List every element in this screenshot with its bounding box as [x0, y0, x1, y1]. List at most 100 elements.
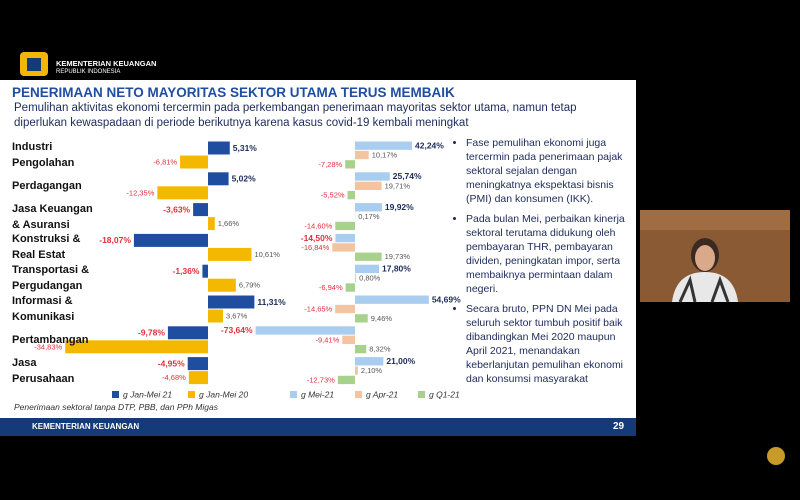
value-label: 10,17% — [372, 150, 398, 159]
footer-text: KEMENTERIAN KEUANGAN — [32, 422, 140, 431]
value-label: 21,00% — [386, 356, 415, 366]
bar — [355, 141, 413, 150]
corner-logo — [767, 447, 785, 465]
org-subtitle: REPUBLIK INDONESIA — [56, 69, 121, 75]
bullet-list: Fase pemulihan ekonomi juga tercermin pa… — [452, 136, 638, 392]
bar — [208, 309, 224, 323]
value-label: -12,73% — [307, 375, 335, 384]
bar — [355, 181, 382, 190]
bar — [355, 357, 384, 366]
category-label: Perdagangan — [12, 179, 82, 192]
bar — [345, 160, 355, 169]
category-label: Jasa Keuangan & Asuransi — [12, 202, 93, 231]
category-label: Pertambangan — [12, 333, 89, 346]
value-label: -1,36% — [172, 266, 199, 276]
bar — [133, 233, 208, 247]
bar — [355, 264, 380, 274]
category-label: Industri Pengolahan — [12, 141, 75, 169]
bar — [157, 186, 208, 200]
value-label: 54,69% — [432, 294, 461, 304]
bar — [355, 344, 367, 354]
slide-title: PENERIMAAN NETO MAYORITAS SEKTOR UTAMA T… — [12, 85, 455, 100]
value-label: 25,74% — [393, 171, 422, 181]
bar — [202, 264, 208, 278]
legend-label: g Jan-Mei 21 — [123, 389, 172, 399]
value-label: -73,64% — [221, 325, 253, 335]
value-label: -14,60% — [304, 221, 332, 230]
bar — [208, 295, 255, 309]
bar — [355, 295, 429, 304]
footnote: Penerimaan sektoral tanpa DTP, PBB, dan … — [14, 402, 218, 412]
bullet: Secara bruto, PPN DN Mei pada seluruh se… — [466, 302, 638, 386]
bar — [335, 304, 355, 314]
value-label: -16,84% — [301, 243, 329, 252]
bar — [355, 203, 382, 212]
value-label: -9,78% — [138, 328, 165, 338]
value-label: -3,63% — [163, 204, 190, 214]
value-label: -18,07% — [99, 235, 131, 245]
video-thumbnail — [640, 210, 790, 303]
bar — [345, 283, 355, 292]
value-label: -12,35% — [126, 188, 154, 197]
legend-swatch — [112, 391, 119, 398]
bar — [355, 274, 357, 283]
bar — [355, 252, 382, 261]
bar — [355, 314, 368, 323]
value-label: -6,94% — [319, 283, 343, 292]
value-label: 5,31% — [233, 143, 258, 153]
value-label: 9,46% — [371, 314, 393, 323]
bar — [255, 326, 355, 335]
category-label: Konstruksi & Real Estat — [12, 233, 81, 262]
value-label: 1,66% — [218, 219, 240, 228]
bar — [332, 243, 355, 252]
bar — [335, 221, 355, 231]
bar — [65, 340, 209, 354]
value-label: -5,52% — [321, 191, 345, 200]
value-label: 8,32% — [369, 345, 391, 354]
logo — [20, 52, 48, 76]
value-label: 10,61% — [255, 250, 281, 259]
legend-label: g Apr-21 — [366, 389, 398, 399]
bar — [208, 172, 229, 186]
value-label: 19,71% — [385, 181, 411, 190]
bullet: Fase pemulihan ekonomi juga tercermin pa… — [466, 136, 638, 206]
bar — [167, 326, 208, 340]
value-label: -6,81% — [153, 157, 177, 166]
legend-swatch — [418, 391, 425, 398]
legend-label: g Q1-21 — [429, 389, 460, 399]
org-name: KEMENTERIAN KEUANGAN — [56, 59, 157, 68]
bar — [208, 278, 236, 292]
value-label: -7,28% — [318, 160, 342, 169]
value-label: 42,24% — [415, 140, 444, 150]
footer-bar — [0, 418, 636, 436]
value-label: 19,73% — [385, 252, 411, 261]
value-label: 19,92% — [385, 202, 414, 212]
value-label: 0,80% — [359, 274, 381, 283]
category-label: Transportasi & Pergudangan — [12, 264, 90, 293]
bar — [342, 335, 355, 344]
value-label: 0,17% — [358, 212, 380, 221]
legend-swatch — [290, 391, 297, 398]
category-label: Jasa Perusahaan — [12, 356, 75, 385]
page-number: 29 — [613, 421, 625, 432]
value-label: -4,95% — [158, 358, 185, 368]
bar — [355, 150, 369, 160]
bar — [187, 357, 208, 371]
bar — [355, 172, 390, 181]
bar — [355, 366, 358, 375]
value-label: -4,68% — [162, 373, 186, 382]
legend-swatch — [188, 391, 195, 398]
value-label: -14,65% — [304, 304, 332, 313]
value-label: 2,10% — [361, 366, 383, 375]
legend-label: g Jan-Mei 20 — [199, 389, 248, 399]
bar — [335, 233, 355, 243]
category-label: Informasi & Komunikasi — [12, 295, 75, 323]
slide-subtitle: Pemulihan aktivitas ekonomi tercermin pa… — [14, 102, 577, 129]
bar — [180, 155, 208, 169]
bar — [208, 141, 230, 155]
value-label: 6,79% — [239, 281, 261, 290]
charts: 5,31% 5,02% -3,63% -18,07% -1,36% 11,31% -9,78… — [34, 140, 461, 399]
